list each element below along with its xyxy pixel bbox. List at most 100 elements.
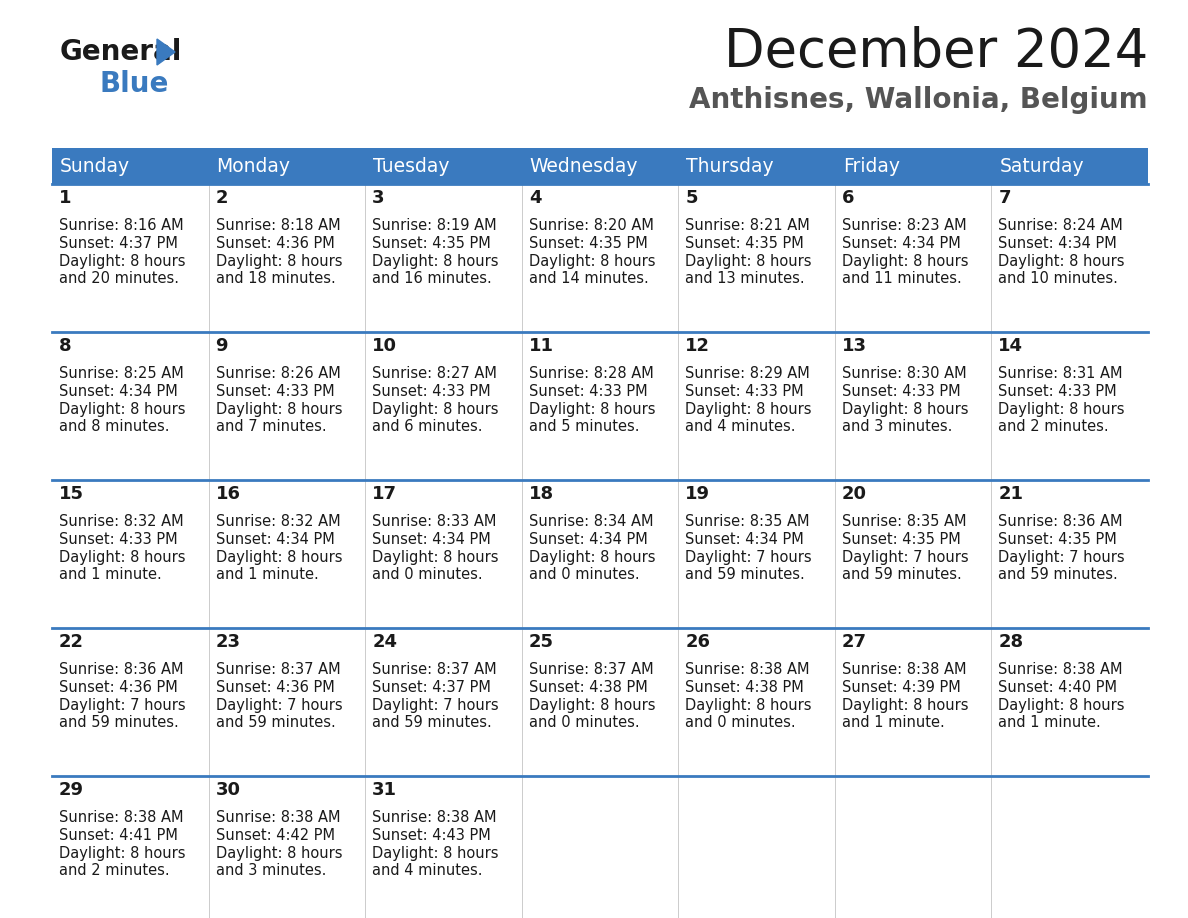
Text: 5: 5 [685,189,697,207]
Text: Sunset: 4:42 PM: Sunset: 4:42 PM [215,828,335,843]
Text: 4: 4 [529,189,542,207]
Text: Sunrise: 8:20 AM: Sunrise: 8:20 AM [529,218,653,233]
Text: Sunset: 4:33 PM: Sunset: 4:33 PM [685,384,804,399]
Text: Daylight: 8 hours: Daylight: 8 hours [529,550,656,565]
Text: Sunrise: 8:38 AM: Sunrise: 8:38 AM [59,810,183,825]
Text: Friday: Friday [842,156,899,175]
Text: Sunset: 4:41 PM: Sunset: 4:41 PM [59,828,178,843]
Text: Sunrise: 8:28 AM: Sunrise: 8:28 AM [529,366,653,381]
Polygon shape [157,39,175,65]
Text: Sunrise: 8:37 AM: Sunrise: 8:37 AM [529,662,653,677]
Text: Sunrise: 8:37 AM: Sunrise: 8:37 AM [372,662,497,677]
Text: Daylight: 8 hours: Daylight: 8 hours [529,402,656,417]
Text: and 7 minutes.: and 7 minutes. [215,419,327,434]
Text: Daylight: 8 hours: Daylight: 8 hours [215,402,342,417]
Text: Daylight: 8 hours: Daylight: 8 hours [372,402,499,417]
Text: and 1 minute.: and 1 minute. [998,715,1101,730]
Text: 29: 29 [59,781,84,799]
Text: Sunrise: 8:25 AM: Sunrise: 8:25 AM [59,366,184,381]
Text: and 18 minutes.: and 18 minutes. [215,271,335,286]
Text: Sunset: 4:34 PM: Sunset: 4:34 PM [529,532,647,547]
Text: and 59 minutes.: and 59 minutes. [842,567,961,582]
Text: Sunset: 4:35 PM: Sunset: 4:35 PM [685,236,804,251]
Text: Sunrise: 8:38 AM: Sunrise: 8:38 AM [998,662,1123,677]
Text: 13: 13 [842,337,867,355]
Text: Sunrise: 8:38 AM: Sunrise: 8:38 AM [372,810,497,825]
Text: and 59 minutes.: and 59 minutes. [59,715,178,730]
Text: Daylight: 8 hours: Daylight: 8 hours [372,550,499,565]
Text: and 10 minutes.: and 10 minutes. [998,271,1118,286]
Text: Sunset: 4:34 PM: Sunset: 4:34 PM [372,532,491,547]
Text: Saturday: Saturday [999,156,1085,175]
Text: 16: 16 [215,485,241,503]
Text: Daylight: 7 hours: Daylight: 7 hours [372,698,499,713]
Text: Sunrise: 8:38 AM: Sunrise: 8:38 AM [842,662,966,677]
Text: 14: 14 [998,337,1023,355]
Text: 19: 19 [685,485,710,503]
Text: Sunset: 4:33 PM: Sunset: 4:33 PM [529,384,647,399]
Text: 12: 12 [685,337,710,355]
Text: and 1 minute.: and 1 minute. [842,715,944,730]
Text: Sunset: 4:34 PM: Sunset: 4:34 PM [842,236,961,251]
Text: Wednesday: Wednesday [530,156,638,175]
Text: Sunrise: 8:32 AM: Sunrise: 8:32 AM [215,514,340,529]
Text: and 59 minutes.: and 59 minutes. [685,567,805,582]
Text: Sunrise: 8:35 AM: Sunrise: 8:35 AM [842,514,966,529]
Text: 28: 28 [998,633,1024,651]
Text: and 59 minutes.: and 59 minutes. [372,715,492,730]
Text: Daylight: 7 hours: Daylight: 7 hours [59,698,185,713]
Text: Sunrise: 8:24 AM: Sunrise: 8:24 AM [998,218,1123,233]
Text: Daylight: 8 hours: Daylight: 8 hours [998,698,1125,713]
Text: and 0 minutes.: and 0 minutes. [685,715,796,730]
Text: Daylight: 7 hours: Daylight: 7 hours [215,698,342,713]
Text: 9: 9 [215,337,228,355]
Text: Sunset: 4:34 PM: Sunset: 4:34 PM [685,532,804,547]
Text: Sunset: 4:34 PM: Sunset: 4:34 PM [59,384,178,399]
Text: Daylight: 8 hours: Daylight: 8 hours [998,254,1125,269]
Text: Sunset: 4:37 PM: Sunset: 4:37 PM [59,236,178,251]
Text: 6: 6 [842,189,854,207]
Text: Sunrise: 8:36 AM: Sunrise: 8:36 AM [998,514,1123,529]
Text: and 0 minutes.: and 0 minutes. [529,715,639,730]
Text: Sunrise: 8:18 AM: Sunrise: 8:18 AM [215,218,340,233]
Text: Sunset: 4:35 PM: Sunset: 4:35 PM [529,236,647,251]
Text: Daylight: 8 hours: Daylight: 8 hours [215,254,342,269]
Text: and 3 minutes.: and 3 minutes. [215,863,326,878]
Text: and 3 minutes.: and 3 minutes. [842,419,953,434]
Text: 8: 8 [59,337,71,355]
Text: Sunrise: 8:16 AM: Sunrise: 8:16 AM [59,218,184,233]
Text: 3: 3 [372,189,385,207]
Text: and 6 minutes.: and 6 minutes. [372,419,482,434]
Text: and 1 minute.: and 1 minute. [59,567,162,582]
Text: Sunset: 4:33 PM: Sunset: 4:33 PM [215,384,334,399]
Text: 21: 21 [998,485,1023,503]
Text: and 8 minutes.: and 8 minutes. [59,419,170,434]
Text: Anthisnes, Wallonia, Belgium: Anthisnes, Wallonia, Belgium [689,86,1148,114]
Text: 27: 27 [842,633,867,651]
Text: Sunset: 4:36 PM: Sunset: 4:36 PM [215,236,334,251]
Text: Sunrise: 8:38 AM: Sunrise: 8:38 AM [685,662,810,677]
Text: Daylight: 8 hours: Daylight: 8 hours [685,402,811,417]
Text: and 0 minutes.: and 0 minutes. [529,567,639,582]
Text: Sunrise: 8:27 AM: Sunrise: 8:27 AM [372,366,497,381]
Text: 7: 7 [998,189,1011,207]
Text: Daylight: 7 hours: Daylight: 7 hours [998,550,1125,565]
Text: Sunset: 4:37 PM: Sunset: 4:37 PM [372,680,491,695]
Text: and 59 minutes.: and 59 minutes. [998,567,1118,582]
Text: Sunrise: 8:35 AM: Sunrise: 8:35 AM [685,514,810,529]
Text: Daylight: 8 hours: Daylight: 8 hours [842,402,968,417]
Text: and 11 minutes.: and 11 minutes. [842,271,961,286]
Text: Daylight: 8 hours: Daylight: 8 hours [215,550,342,565]
Text: and 2 minutes.: and 2 minutes. [998,419,1110,434]
Text: 10: 10 [372,337,397,355]
Text: General: General [61,38,183,66]
Text: Sunset: 4:36 PM: Sunset: 4:36 PM [215,680,334,695]
Text: Sunset: 4:40 PM: Sunset: 4:40 PM [998,680,1118,695]
Bar [52,148,1148,184]
Text: Sunset: 4:33 PM: Sunset: 4:33 PM [372,384,491,399]
Text: Thursday: Thursday [687,156,773,175]
Text: Sunrise: 8:33 AM: Sunrise: 8:33 AM [372,514,497,529]
Text: and 5 minutes.: and 5 minutes. [529,419,639,434]
Text: and 14 minutes.: and 14 minutes. [529,271,649,286]
Text: 18: 18 [529,485,554,503]
